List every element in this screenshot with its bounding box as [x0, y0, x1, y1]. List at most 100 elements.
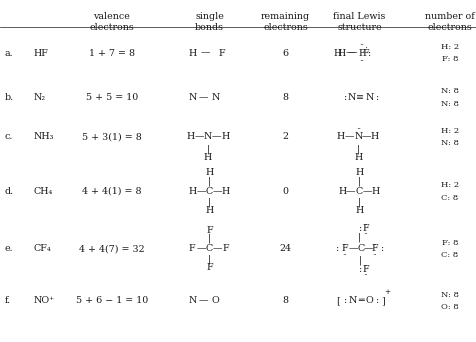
Text: :: :: [380, 245, 383, 253]
Text: CH₄: CH₄: [33, 187, 52, 196]
Text: |: |: [358, 197, 361, 207]
Text: H: H: [371, 132, 379, 141]
Text: H: H: [205, 206, 214, 215]
Text: |: |: [358, 233, 361, 242]
Text: F: F: [362, 224, 369, 233]
Text: |: |: [208, 176, 211, 186]
Text: C: C: [206, 245, 213, 253]
Text: b.: b.: [5, 93, 14, 102]
Text: :: :: [367, 49, 370, 57]
Text: C: 8: C: 8: [441, 251, 458, 259]
Text: N₂: N₂: [33, 93, 45, 102]
Text: H: H: [188, 49, 197, 57]
Text: 4 + 4(1) = 8: 4 + 4(1) = 8: [82, 187, 142, 196]
Text: F: F: [206, 263, 213, 272]
Text: —: —: [362, 132, 371, 141]
Text: —: —: [196, 245, 206, 253]
Text: F: 8: F: 8: [442, 239, 458, 247]
Text: |: |: [359, 255, 362, 265]
Text: valence
electrons: valence electrons: [89, 12, 134, 32]
Text: NH₃: NH₃: [33, 132, 54, 141]
Text: O: O: [212, 297, 219, 305]
Text: ··: ··: [372, 240, 377, 248]
Text: N: 8: N: 8: [441, 291, 459, 299]
Text: —: —: [198, 297, 208, 305]
Text: F: F: [362, 265, 369, 274]
Text: N: 8: N: 8: [441, 139, 459, 147]
Text: |: |: [207, 144, 209, 154]
Text: H: 2: H: 2: [441, 127, 459, 135]
Text: N: 8: N: 8: [441, 100, 459, 108]
Text: c.: c.: [5, 132, 13, 141]
Text: C: C: [206, 187, 213, 196]
Text: ··: ··: [363, 270, 368, 278]
Text: ··: ··: [363, 261, 368, 269]
Text: O: 8: O: 8: [441, 303, 459, 311]
Text: H: H: [186, 132, 195, 141]
Text: H: H: [336, 132, 345, 141]
Text: 8: 8: [283, 297, 288, 305]
Text: N: N: [348, 93, 357, 102]
Text: H: H: [204, 153, 212, 162]
Text: NO⁺: NO⁺: [33, 297, 54, 305]
Text: number of
electrons: number of electrons: [425, 12, 475, 32]
Text: H: 2: H: 2: [441, 181, 459, 189]
Text: —: —: [196, 187, 206, 196]
Text: ]: ]: [381, 297, 385, 305]
Text: F: F: [219, 49, 226, 57]
Text: C: C: [356, 187, 363, 196]
Text: F: F: [206, 226, 213, 235]
Text: —: —: [346, 187, 356, 196]
Text: H: H: [372, 187, 380, 196]
Text: ≡: ≡: [357, 93, 364, 102]
Text: —: —: [198, 93, 208, 102]
Text: ··: ··: [343, 250, 347, 258]
Text: H: 2: H: 2: [441, 43, 459, 51]
Text: ··: ··: [363, 229, 368, 237]
Text: 5 + 3(1) = 8: 5 + 3(1) = 8: [82, 132, 142, 141]
Text: F: F: [223, 245, 229, 253]
Text: [: [: [336, 297, 340, 305]
Text: 8: 8: [283, 93, 288, 102]
Text: 1 + 7 = 8: 1 + 7 = 8: [89, 49, 135, 57]
Text: —: —: [213, 245, 222, 253]
Text: :: :: [375, 297, 378, 305]
Text: —: —: [194, 132, 204, 141]
Text: a.: a.: [5, 49, 13, 57]
Text: H: H: [334, 49, 342, 57]
Text: ··: ··: [372, 250, 377, 258]
Text: —: —: [348, 49, 357, 57]
Text: ··: ··: [359, 41, 364, 50]
Text: CF₄: CF₄: [33, 245, 51, 253]
Text: N: N: [211, 93, 220, 102]
Text: +: +: [384, 288, 390, 297]
Text: H: H: [188, 187, 197, 196]
Text: —: —: [200, 49, 210, 57]
Text: f.: f.: [5, 297, 11, 305]
Text: 24: 24: [279, 245, 292, 253]
Text: H: H: [355, 206, 364, 215]
Text: 0: 0: [283, 187, 288, 196]
Text: —: —: [346, 49, 356, 57]
Text: :: :: [358, 224, 361, 233]
Text: remaining
electrons: remaining electrons: [261, 12, 310, 32]
Text: 4 + 4(7) = 32: 4 + 4(7) = 32: [79, 245, 145, 253]
Text: |: |: [208, 254, 211, 264]
Text: :: :: [376, 93, 378, 102]
Text: :: :: [358, 265, 361, 274]
Text: :: :: [344, 93, 347, 102]
Text: H: H: [221, 132, 229, 141]
Text: |: |: [208, 197, 211, 207]
Text: N: N: [188, 93, 197, 102]
Text: F: F: [371, 245, 378, 253]
Text: |: |: [357, 144, 360, 154]
Text: —: —: [213, 187, 222, 196]
Text: d.: d.: [5, 187, 14, 196]
Text: ··: ··: [359, 56, 364, 65]
Text: H: H: [222, 187, 230, 196]
Text: N: 8: N: 8: [441, 87, 459, 95]
Text: e.: e.: [5, 245, 13, 253]
Text: 5 + 6 − 1 = 10: 5 + 6 − 1 = 10: [76, 297, 148, 305]
Text: N: N: [366, 93, 374, 102]
Text: single
bonds: single bonds: [195, 12, 224, 32]
